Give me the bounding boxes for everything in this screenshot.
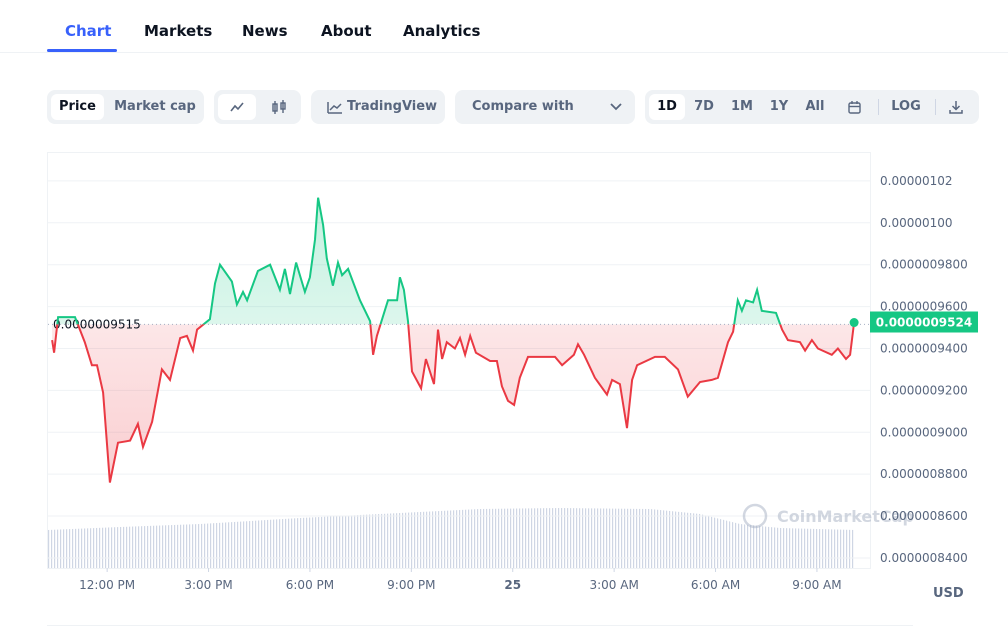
tab[interactable]: News — [242, 22, 288, 40]
current-price-label: 0.0000009524 — [876, 316, 972, 330]
line-chart-button[interactable] — [218, 94, 256, 120]
line-icon — [230, 102, 244, 112]
y-tick-label: 0.0000008800 — [880, 467, 968, 481]
tab[interactable]: Analytics — [403, 22, 481, 40]
current-dot — [849, 318, 859, 328]
range-button[interactable]: All — [805, 99, 825, 114]
currency-label: USD — [933, 586, 964, 601]
tradingview-label: TradingView — [347, 99, 438, 114]
price-button[interactable]: Price — [51, 94, 104, 120]
range-button[interactable]: 1D — [649, 94, 685, 120]
compare-dropdown[interactable]: Compare with — [455, 90, 635, 124]
y-tick-label: 0.00000100 — [880, 216, 953, 230]
range-button[interactable]: 1M — [731, 99, 753, 114]
plot-frame — [47, 152, 871, 569]
y-tick-label: 0.0000009600 — [880, 300, 968, 314]
download-icon[interactable] — [948, 99, 964, 115]
x-tick-label: 9:00 PM — [387, 578, 435, 592]
tab[interactable]: Markets — [144, 22, 213, 40]
y-tick-label: 0.0000009000 — [880, 425, 968, 439]
range-selector: 1D 7D 1M 1Y All LOG — [645, 90, 979, 124]
x-tick-label: 25 — [504, 578, 521, 592]
x-tick-label: 12:00 PM — [79, 578, 135, 592]
x-tick-label: 3:00 PM — [184, 578, 232, 592]
y-tick-label: 0.0000009800 — [880, 258, 968, 272]
x-tick-label: 6:00 AM — [691, 578, 740, 592]
price-line-down — [51, 324, 855, 483]
chart-style-toggle — [214, 90, 301, 124]
y-tick-label: 0.00000102 — [880, 174, 953, 188]
tab-bar: Chart Markets News About Analytics — [0, 0, 1008, 53]
log-button[interactable]: LOG — [891, 99, 921, 114]
x-tick-label: 3:00 AM — [589, 578, 638, 592]
area-down — [52, 324, 855, 483]
market-cap-button[interactable]: Market cap — [114, 99, 196, 114]
watermark: CoinMarketCap — [742, 503, 914, 529]
candle-chart-button[interactable] — [260, 94, 298, 120]
x-tick-label: 9:00 AM — [792, 578, 841, 592]
tab[interactable]: Chart — [65, 22, 112, 40]
y-tick-label: 0.0000008400 — [880, 551, 968, 565]
current-price-tag — [870, 311, 978, 333]
separator — [878, 99, 879, 115]
active-tab-indicator — [47, 49, 117, 52]
volume-bars — [48, 508, 855, 568]
chevron-icon — [610, 103, 622, 111]
compare-label: Compare with — [472, 99, 574, 114]
y-tick-label: 0.0000009200 — [880, 383, 968, 397]
tab[interactable]: About — [321, 22, 372, 40]
area-up — [57, 197, 855, 325]
price-toggle: Price Market cap — [47, 90, 204, 124]
y-tick-label: 0.0000009400 — [880, 341, 968, 355]
separator — [935, 99, 936, 115]
x-tick-label: 6:00 PM — [286, 578, 334, 592]
candle-icon — [272, 100, 286, 114]
baseline-label: 0.0000009515 — [53, 317, 141, 331]
y-tick-label: 0.0000008600 — [880, 509, 968, 523]
watermark-text: CoinMarketCap — [777, 507, 914, 526]
range-button[interactable]: 1Y — [769, 99, 789, 114]
calendar-icon[interactable] — [847, 100, 863, 115]
tradingview-button[interactable]: TradingView — [311, 90, 445, 124]
range-button[interactable]: 7D — [694, 99, 714, 114]
tradingview-icon — [327, 102, 342, 114]
